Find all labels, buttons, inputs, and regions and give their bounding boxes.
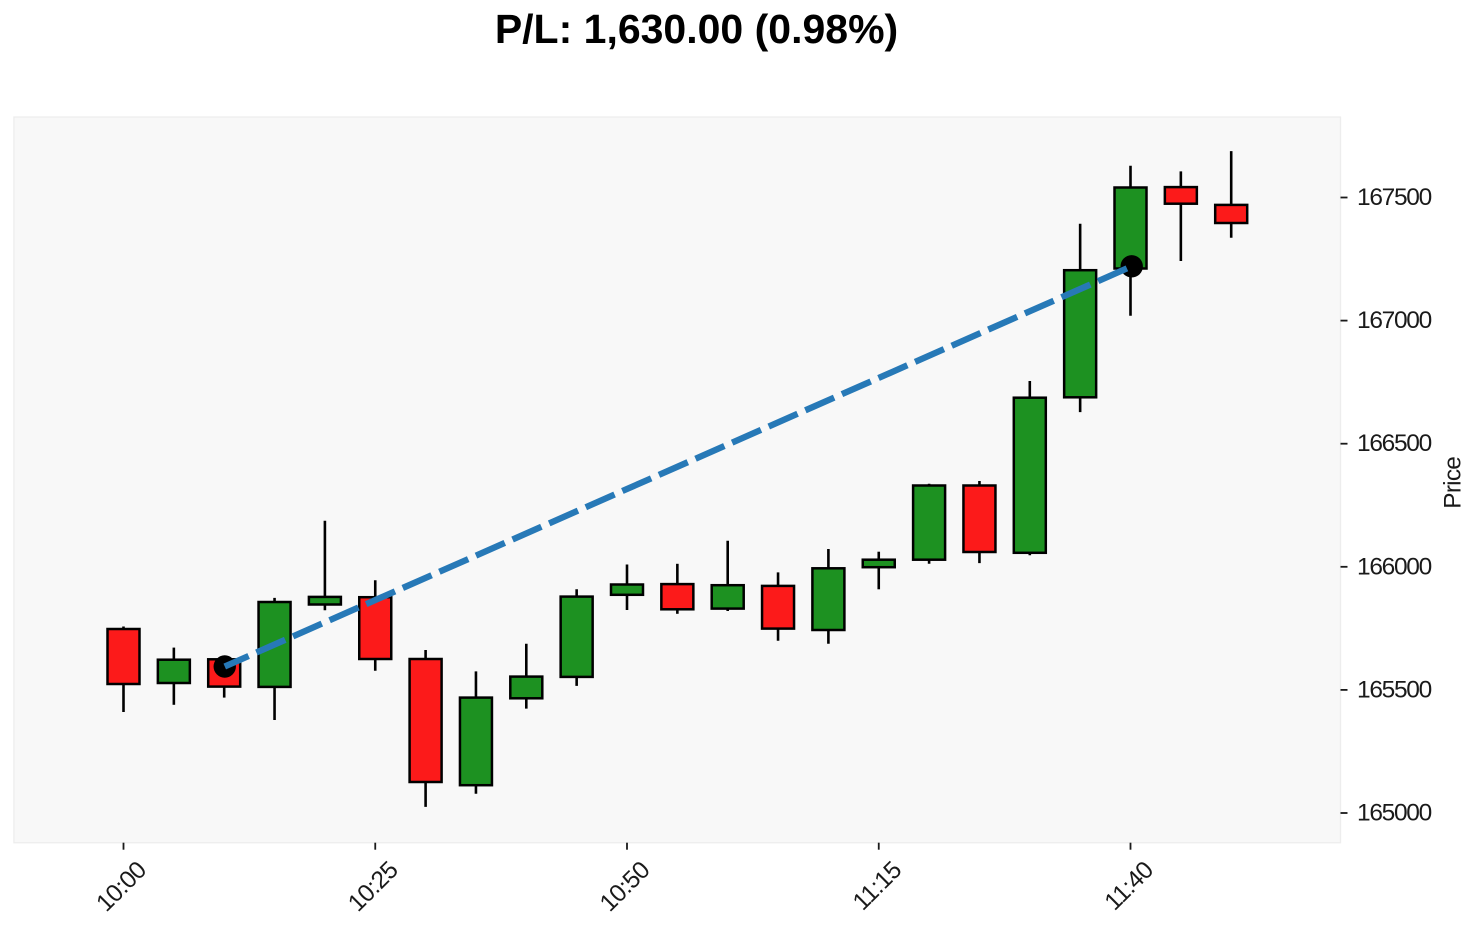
svg-text:P/L: 1,630.00 (0.98%): P/L: 1,630.00 (0.98%) [495,6,898,52]
svg-text:166000: 166000 [1357,553,1432,580]
svg-text:165000: 165000 [1357,800,1432,827]
svg-text:166500: 166500 [1357,430,1432,457]
svg-text:Price: Price [1440,457,1467,509]
svg-text:167000: 167000 [1357,307,1432,334]
svg-text:165500: 165500 [1357,676,1432,703]
svg-text:167500: 167500 [1357,184,1432,211]
